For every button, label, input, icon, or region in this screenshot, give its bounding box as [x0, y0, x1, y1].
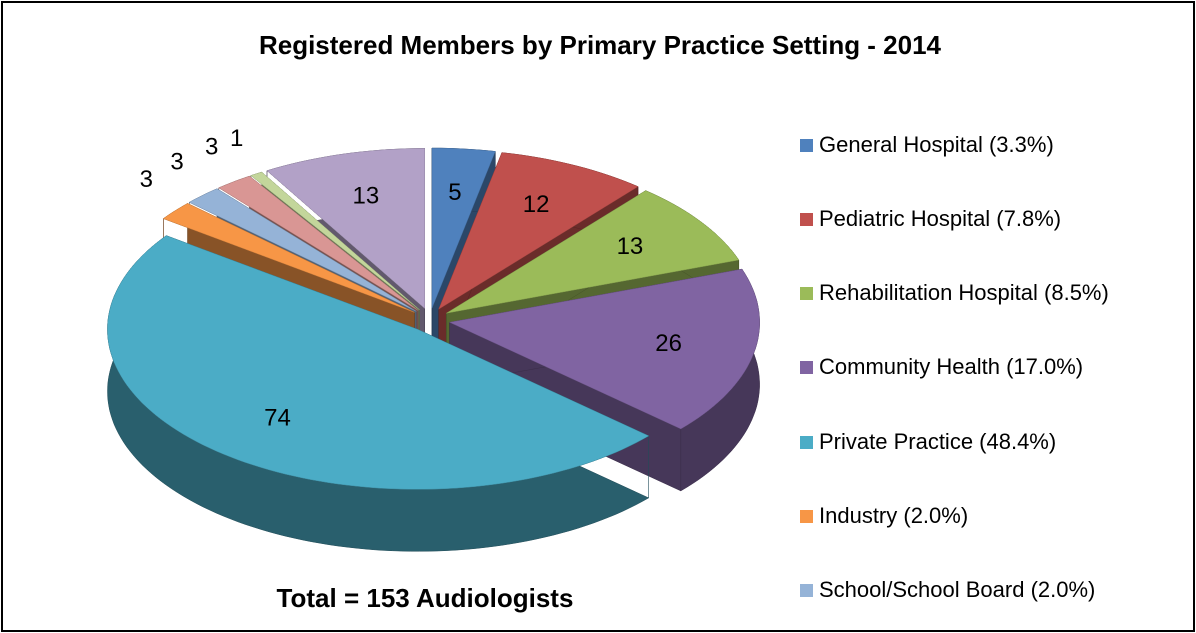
data-label: 3 — [205, 134, 218, 161]
legend-item: Private Practice (48.4%) — [800, 427, 1172, 457]
legend-swatch — [800, 435, 813, 449]
data-label: 13 — [352, 183, 379, 210]
legend-label: Industry (2.0%) — [819, 502, 969, 528]
legend: General Hospital (3.3%) Pediatric Hospita… — [800, 130, 1172, 605]
legend-label: Pediatric Hospital (7.8%) — [819, 206, 1062, 232]
legend-item: Community Health (17.0%) — [800, 352, 1172, 382]
legend-swatch — [800, 213, 813, 227]
slice — [162, 203, 415, 313]
legend-item: Industry (2.0%) — [800, 501, 1172, 531]
legend-item: Rehabilitation Hospital (8.5%) — [800, 278, 1172, 308]
legend-swatch — [800, 287, 813, 301]
legend-item: School/School Board (2.0%) — [800, 575, 1172, 605]
legend-label: School/School Board (2.0%) — [819, 576, 1096, 602]
slice — [107, 235, 650, 490]
legend-item: Pediatric Hospital (7.8%) — [800, 204, 1172, 234]
data-label: 13 — [617, 233, 644, 260]
slice — [431, 147, 496, 309]
slice — [218, 175, 419, 311]
legend-swatch — [800, 583, 813, 597]
data-label: 74 — [264, 404, 291, 431]
legend-label: Private Practice (48.4%) — [819, 428, 1057, 454]
legend-item: General Hospital (3.3%) — [800, 130, 1172, 160]
slice — [448, 268, 760, 430]
slice — [250, 171, 420, 310]
data-label: 3 — [170, 149, 183, 176]
total-annotation: Total = 153 Audiologists — [277, 583, 574, 613]
data-label: 1 — [230, 125, 243, 152]
legend-label: Community Health (17.0%) — [819, 354, 1084, 380]
legend-swatch — [800, 361, 813, 375]
chart-title: Registered Members by Primary Practice S… — [259, 30, 942, 60]
legend-label: Rehabilitation Hospital (8.5%) — [819, 280, 1109, 306]
slice — [188, 188, 417, 312]
data-label: 3 — [140, 166, 153, 193]
legend-swatch — [800, 509, 813, 523]
legend-swatch — [800, 139, 813, 152]
data-label: 26 — [655, 330, 682, 357]
slice — [438, 152, 639, 310]
slice — [446, 190, 740, 314]
data-label: 5 — [448, 179, 461, 206]
legend-label: General Hospital (3.3%) — [819, 132, 1054, 157]
data-label: 12 — [523, 191, 550, 218]
slice — [266, 148, 425, 309]
